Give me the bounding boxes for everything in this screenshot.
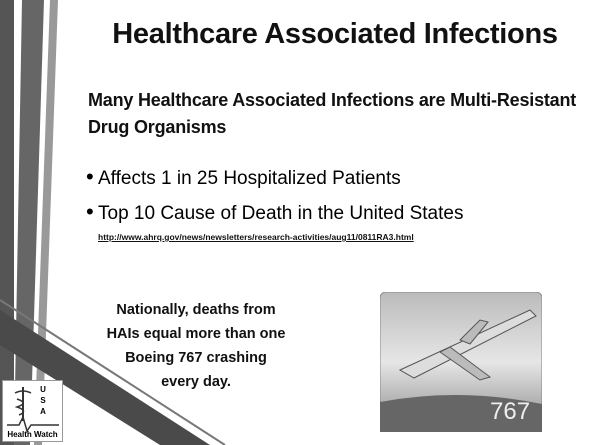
bullet: Top 10 Cause of Death in the United Stat…	[98, 203, 463, 225]
subtitle: Many Healthcare Associated Infections ar…	[88, 87, 578, 141]
source-link[interactable]: http://www.ahrq.gov/news/newsletters/res…	[98, 232, 414, 242]
slide-title: Healthcare Associated Infections	[70, 18, 592, 51]
callout: Nationally, deaths from HAIs equal more …	[105, 298, 287, 394]
logo-name: Health Watch	[3, 430, 62, 439]
logo-letters: U S A	[38, 384, 48, 417]
slide: 767 Healthcare Associated Infections Man…	[0, 0, 592, 445]
image-label: 767	[490, 398, 530, 426]
bullet: Affects 1 in 25 Hospitalized Patients	[98, 168, 401, 190]
